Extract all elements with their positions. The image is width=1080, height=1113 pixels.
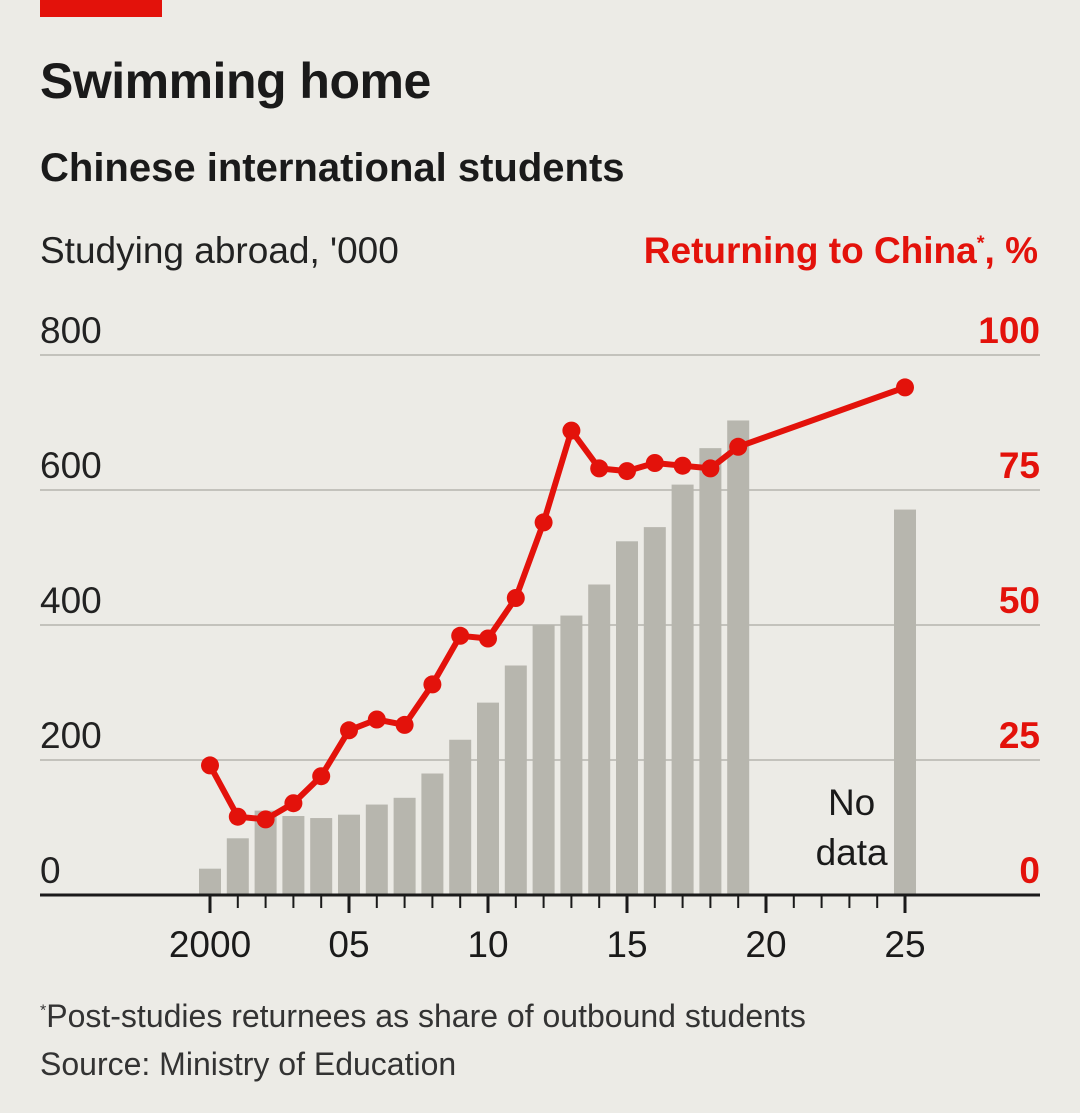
bar <box>699 448 722 895</box>
bar <box>393 797 416 895</box>
bar <box>338 814 360 895</box>
left-axis-title: Studying abroad, '000 <box>40 230 399 271</box>
returning-point <box>645 454 664 472</box>
bar <box>226 838 249 895</box>
bar <box>449 739 472 895</box>
returning-point <box>423 675 442 694</box>
left-axis-tick-label: 400 <box>40 580 102 621</box>
left-axis-tick-label: 0 <box>40 850 61 891</box>
bar <box>671 484 694 895</box>
bar <box>477 702 499 895</box>
right-axis-title-text: Returning to China <box>643 230 977 271</box>
bar <box>365 804 388 895</box>
returning-point <box>618 462 636 481</box>
x-axis-tick-label: 25 <box>884 924 925 965</box>
returning-point <box>312 767 331 786</box>
returning-point <box>701 459 720 478</box>
returning-point <box>284 794 303 813</box>
footnote-text: Post-studies returnees as share of outbo… <box>46 998 806 1034</box>
bar <box>616 541 638 895</box>
returning-point <box>256 810 275 829</box>
x-axis-tick-label: 05 <box>328 924 369 965</box>
bar <box>504 665 527 895</box>
bar <box>532 625 555 895</box>
bar <box>199 868 221 895</box>
footnote: *Post-studies returnees as share of outb… <box>40 998 806 1035</box>
right-axis-tick-label: 0 <box>1019 850 1040 891</box>
bar <box>560 615 583 895</box>
bar <box>727 420 750 895</box>
right-axis-title-unit: , % <box>984 230 1038 271</box>
bar <box>421 773 444 895</box>
footnote-marker: * <box>40 1002 47 1020</box>
chart-title: Swimming home <box>40 53 431 109</box>
right-axis-title: Returning to China*, % <box>644 230 1038 272</box>
returning-point <box>729 437 748 456</box>
returning-point <box>562 421 581 440</box>
chart-subtitle: Chinese international students <box>40 146 625 190</box>
left-axis-tick-label: 800 <box>40 310 102 351</box>
left-axis-tick-label: 600 <box>40 445 102 486</box>
returning-point <box>395 715 414 734</box>
returning-point <box>451 626 470 645</box>
x-axis-tick-label: 10 <box>467 924 508 965</box>
chart-area: 0 200 400 600 800 0 25 50 75 100 2000 05 10 15 20 25 No d… <box>40 310 1040 965</box>
source-note: Source: Ministry of Education <box>40 1046 457 1082</box>
bar <box>310 818 333 895</box>
returning-point <box>506 589 525 607</box>
returning-point <box>590 459 609 478</box>
bar <box>254 810 277 895</box>
returning-point <box>534 513 553 532</box>
x-axis-tick-label: 20 <box>745 924 786 965</box>
brand-tag <box>40 0 162 17</box>
bar <box>282 816 305 895</box>
bar <box>894 509 916 895</box>
returning-point <box>673 456 692 475</box>
right-axis-tick-label: 25 <box>999 715 1040 756</box>
bar <box>643 527 666 895</box>
returning-point <box>201 756 219 775</box>
returning-point <box>896 378 914 397</box>
right-axis-tick-label: 100 <box>978 310 1040 351</box>
right-axis-tick-label: 75 <box>999 445 1040 486</box>
right-axis-tick-label: 50 <box>999 580 1040 621</box>
left-axis-tick-label: 200 <box>40 715 102 756</box>
no-data-annotation-line2: data <box>816 832 888 873</box>
returning-point <box>479 629 497 648</box>
right-axis-title-marker: * <box>976 232 985 255</box>
returning-point <box>228 807 247 826</box>
x-axis-tick-label: 2000 <box>169 924 251 965</box>
returning-point <box>367 710 386 729</box>
no-data-annotation-line1: No <box>828 782 875 823</box>
bar <box>588 584 611 895</box>
x-axis-tick-label: 15 <box>606 924 647 965</box>
returning-point <box>340 721 358 740</box>
returning-line <box>207 384 908 823</box>
